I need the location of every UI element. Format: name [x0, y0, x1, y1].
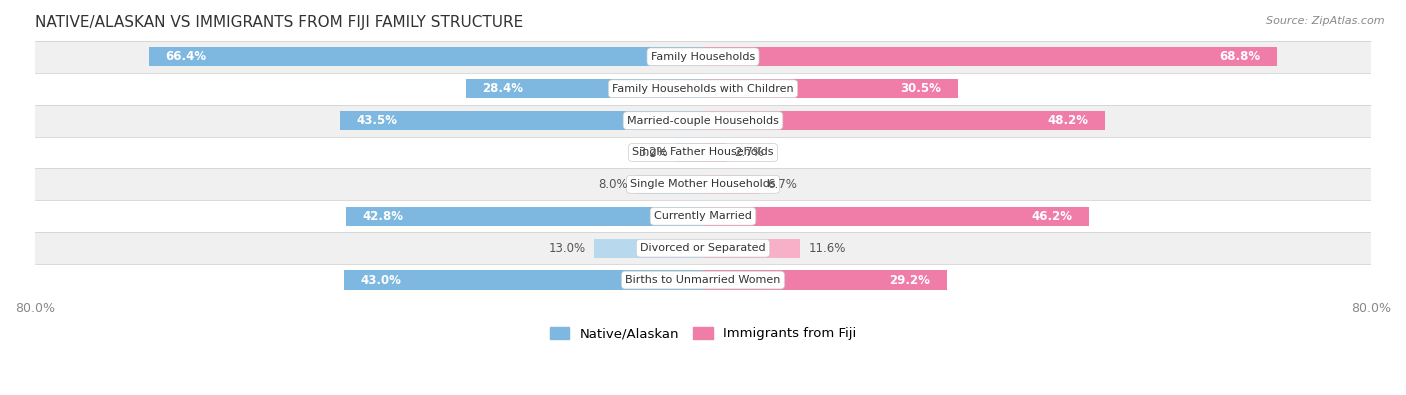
- Bar: [703, 143, 725, 162]
- Bar: [703, 47, 1278, 66]
- Bar: [35, 168, 1371, 200]
- Text: 29.2%: 29.2%: [889, 274, 931, 286]
- Legend: Native/Alaskan, Immigrants from Fiji: Native/Alaskan, Immigrants from Fiji: [544, 322, 862, 346]
- Bar: [35, 264, 1371, 296]
- Bar: [344, 271, 703, 290]
- Text: Divorced or Separated: Divorced or Separated: [640, 243, 766, 253]
- Text: Family Households with Children: Family Households with Children: [612, 84, 794, 94]
- Bar: [703, 79, 957, 98]
- Text: Married-couple Households: Married-couple Households: [627, 116, 779, 126]
- Bar: [346, 207, 703, 226]
- Text: 6.7%: 6.7%: [768, 178, 797, 191]
- Text: 66.4%: 66.4%: [166, 50, 207, 63]
- Text: 2.7%: 2.7%: [734, 146, 763, 159]
- Text: 8.0%: 8.0%: [598, 178, 628, 191]
- Text: 11.6%: 11.6%: [808, 242, 845, 255]
- Bar: [595, 239, 703, 258]
- Text: NATIVE/ALASKAN VS IMMIGRANTS FROM FIJI FAMILY STRUCTURE: NATIVE/ALASKAN VS IMMIGRANTS FROM FIJI F…: [35, 15, 523, 30]
- Bar: [35, 105, 1371, 137]
- Bar: [703, 239, 800, 258]
- Bar: [35, 41, 1371, 73]
- Text: 42.8%: 42.8%: [363, 210, 404, 223]
- Bar: [703, 111, 1105, 130]
- Text: 30.5%: 30.5%: [900, 82, 941, 95]
- Text: 13.0%: 13.0%: [548, 242, 586, 255]
- Text: 3.2%: 3.2%: [638, 146, 668, 159]
- Bar: [35, 73, 1371, 105]
- Text: Family Households: Family Households: [651, 52, 755, 62]
- Bar: [636, 175, 703, 194]
- Bar: [676, 143, 703, 162]
- Text: Currently Married: Currently Married: [654, 211, 752, 221]
- Text: 43.0%: 43.0%: [361, 274, 402, 286]
- Text: Single Mother Households: Single Mother Households: [630, 179, 776, 189]
- Text: Births to Unmarried Women: Births to Unmarried Women: [626, 275, 780, 285]
- Bar: [703, 271, 946, 290]
- Bar: [149, 47, 703, 66]
- Text: 28.4%: 28.4%: [482, 82, 523, 95]
- Text: Single Father Households: Single Father Households: [633, 147, 773, 158]
- Bar: [35, 232, 1371, 264]
- Text: 68.8%: 68.8%: [1219, 50, 1261, 63]
- Bar: [703, 207, 1088, 226]
- Bar: [35, 137, 1371, 168]
- Text: 46.2%: 46.2%: [1031, 210, 1071, 223]
- Bar: [340, 111, 703, 130]
- Bar: [465, 79, 703, 98]
- Bar: [35, 200, 1371, 232]
- Text: Source: ZipAtlas.com: Source: ZipAtlas.com: [1267, 16, 1385, 26]
- Text: 48.2%: 48.2%: [1047, 114, 1088, 127]
- Text: 43.5%: 43.5%: [357, 114, 398, 127]
- Bar: [703, 175, 759, 194]
